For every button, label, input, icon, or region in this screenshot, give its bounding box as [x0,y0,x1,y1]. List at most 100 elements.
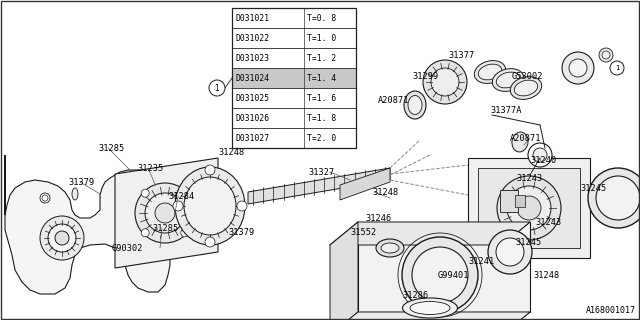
Text: D031026: D031026 [235,114,269,123]
Text: 31243: 31243 [516,173,542,182]
Ellipse shape [175,167,245,245]
Text: 31248: 31248 [372,188,398,196]
Ellipse shape [496,72,520,88]
Ellipse shape [492,68,524,92]
Text: 31286: 31286 [402,291,428,300]
Circle shape [141,189,149,197]
Circle shape [402,237,478,313]
Text: D031024: D031024 [235,74,269,83]
Circle shape [145,193,185,233]
Text: 31241: 31241 [468,258,494,267]
Ellipse shape [376,239,404,257]
Text: 31284: 31284 [168,191,195,201]
Circle shape [42,195,48,201]
Circle shape [599,48,613,62]
Ellipse shape [403,298,458,318]
Text: 31377A: 31377A [490,106,522,115]
Circle shape [209,80,225,96]
Bar [232,48,356,68]
Circle shape [431,68,459,96]
Circle shape [40,193,50,203]
Polygon shape [115,158,218,268]
Text: 31245: 31245 [515,237,541,246]
Circle shape [497,176,561,240]
Polygon shape [340,168,390,200]
Circle shape [533,148,547,162]
Ellipse shape [404,91,426,119]
Circle shape [180,229,189,237]
Text: 31285: 31285 [152,223,179,233]
Circle shape [205,237,215,247]
Circle shape [173,201,183,211]
Ellipse shape [478,64,502,80]
Text: G90302: G90302 [112,244,143,252]
Bar [515,195,525,207]
Text: G53002: G53002 [512,71,543,81]
Text: T=1. 4: T=1. 4 [307,74,336,83]
Circle shape [588,168,640,228]
Text: G99401: G99401 [438,271,470,281]
Ellipse shape [408,95,422,115]
Bar [232,88,356,108]
Circle shape [488,230,532,274]
Polygon shape [330,222,530,245]
Circle shape [48,224,76,252]
Text: T=1. 8: T=1. 8 [307,114,336,123]
Text: 31248: 31248 [218,148,244,156]
Bar [232,8,356,28]
Text: 31327: 31327 [308,167,334,177]
Circle shape [205,165,215,175]
Circle shape [528,143,552,167]
Ellipse shape [474,60,506,84]
Ellipse shape [512,132,528,152]
Circle shape [562,52,594,84]
Text: D031027: D031027 [235,133,269,142]
Circle shape [180,189,189,197]
Text: D031021: D031021 [235,13,269,22]
Circle shape [155,203,175,223]
Text: 1: 1 [615,65,620,71]
Circle shape [237,201,247,211]
Circle shape [496,238,524,266]
Text: 1: 1 [214,84,220,92]
Ellipse shape [510,76,541,100]
Polygon shape [248,168,390,204]
Ellipse shape [72,188,78,200]
Text: 31377: 31377 [448,51,474,60]
Text: D031022: D031022 [235,34,269,43]
Text: 31246: 31246 [365,213,391,222]
Text: A20871: A20871 [510,133,541,142]
Bar [500,190,518,212]
Ellipse shape [381,243,399,253]
Circle shape [135,183,195,243]
Polygon shape [468,158,590,258]
Polygon shape [358,222,530,312]
Circle shape [40,216,84,260]
Polygon shape [330,312,530,320]
Text: T=1. 2: T=1. 2 [307,53,336,62]
Circle shape [569,59,587,77]
Circle shape [412,247,468,303]
Text: 31285: 31285 [98,143,124,153]
Text: 31379: 31379 [228,228,254,236]
Text: 31243: 31243 [535,218,561,227]
Text: 31299: 31299 [412,71,438,81]
Text: 31379: 31379 [68,178,94,187]
Text: T=0. 8: T=0. 8 [307,13,336,22]
Ellipse shape [410,301,450,315]
Circle shape [602,51,610,59]
Text: T=1. 6: T=1. 6 [307,93,336,102]
Polygon shape [5,155,170,294]
Text: 31248: 31248 [533,271,559,281]
Circle shape [507,186,551,230]
Text: D031023: D031023 [235,53,269,62]
Text: 31552: 31552 [350,228,376,236]
Circle shape [596,176,640,220]
Bar [232,68,356,88]
Bar [232,28,356,48]
Circle shape [55,231,69,245]
Polygon shape [478,168,580,248]
Bar [232,8,356,148]
Circle shape [423,60,467,104]
Text: T=2. 0: T=2. 0 [307,133,336,142]
